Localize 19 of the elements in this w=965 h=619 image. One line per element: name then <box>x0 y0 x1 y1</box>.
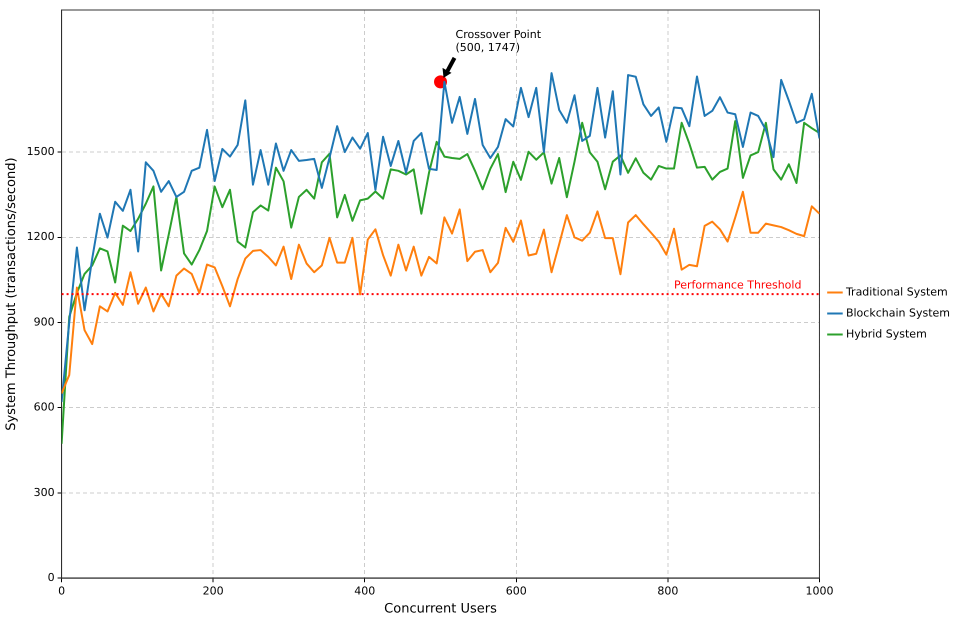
ref-line-label: Performance Threshold <box>674 278 802 292</box>
legend-label: Blockchain System <box>846 306 950 320</box>
y-axis-title: System Throughput (transactions/second) <box>4 157 20 431</box>
x-tick-label: 800 <box>657 584 678 598</box>
x-tick-label: 0 <box>58 584 66 598</box>
y-tick-label: 1200 <box>26 230 55 244</box>
x-tick-label: 400 <box>354 584 376 598</box>
y-tick-label: 300 <box>34 486 55 499</box>
y-tick-label: 0 <box>48 571 55 584</box>
legend-label: Hybrid System <box>846 327 927 340</box>
legend-label: Traditional System <box>844 285 948 298</box>
y-tick-label: 600 <box>34 400 55 414</box>
x-axis-title: Concurrent Users <box>384 602 498 617</box>
y-tick-label: 1500 <box>26 144 55 158</box>
x-tick-label: 600 <box>506 584 527 598</box>
annotation: Crossover Point (500, 1747) <box>456 28 542 54</box>
y-tick-label: 900 <box>34 315 55 328</box>
x-tick-label: 200 <box>202 584 224 598</box>
x-tick-label: 1000 <box>805 584 834 598</box>
